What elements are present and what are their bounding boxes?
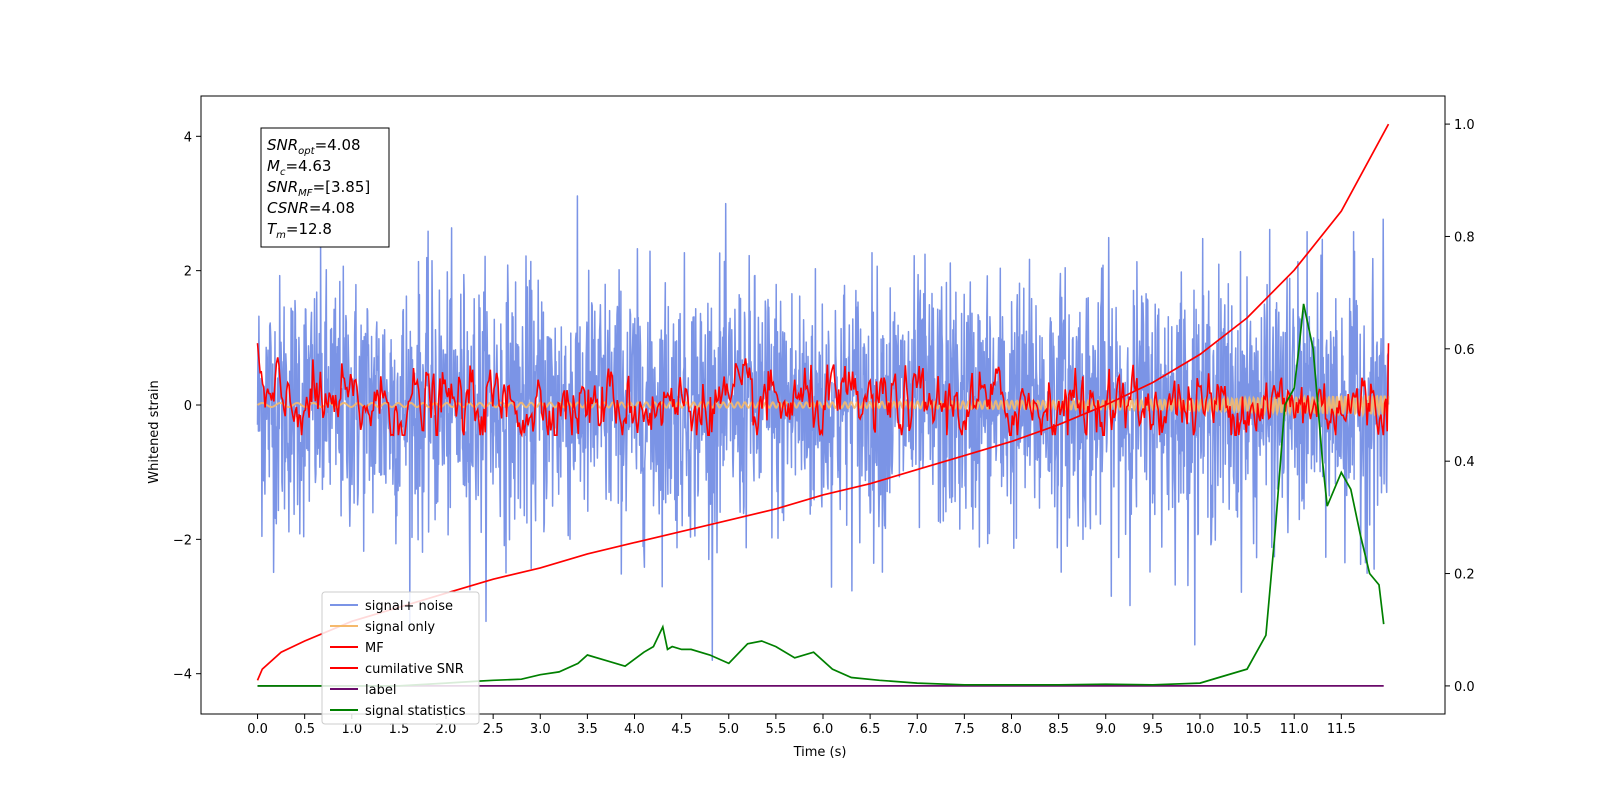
series-mf <box>256 343 1390 438</box>
x-tick-label: 2.0 <box>436 722 457 737</box>
x-axis-label: Time (s) <box>793 745 847 760</box>
stats-line: Mc=4.63 <box>267 157 331 178</box>
y-left-tick-label: −2 <box>173 533 192 548</box>
y-left-tick-label: 0 <box>184 399 192 414</box>
stats-line: CSNR=4.08 <box>267 199 355 217</box>
y-right-tick-label: 0.0 <box>1454 680 1475 695</box>
legend-entry: signal+ noise <box>365 599 453 614</box>
y-right-tick-label: 0.4 <box>1454 455 1475 470</box>
legend-entry: cumilative SNR <box>365 662 464 677</box>
stats-box-frame <box>260 127 390 248</box>
y-axis-label: Whitened strain <box>147 380 162 483</box>
axes: 0.0 0.5 1.0 1.5 2.0 2.5 3.0 3.5 4.0 4.5 5.0 5.5 6.0 6… <box>173 95 1475 737</box>
x-tick-label: 8.5 <box>1048 722 1069 737</box>
x-tick-label: 1.5 <box>389 722 410 737</box>
x-tick-label: 8.0 <box>1001 722 1022 737</box>
x-tick-label: 7.0 <box>907 722 928 737</box>
x-tick-label: 1.0 <box>341 722 362 737</box>
x-tick-label: 3.0 <box>530 722 551 737</box>
legend-frame <box>321 591 480 725</box>
legend: signal+ noise signal only MF cumilative SNR… <box>321 591 480 725</box>
x-tick-label: 9.0 <box>1095 722 1116 737</box>
x-tick-label: 6.5 <box>860 722 881 737</box>
y-left-tick-label: 4 <box>184 130 192 145</box>
x-tick-label: 9.5 <box>1143 722 1164 737</box>
series-signal-statistics <box>257 303 1385 687</box>
x-tick-label: 5.5 <box>766 722 787 737</box>
stats-line: SNRMF=[3.85] <box>267 178 370 199</box>
x-tick-label: 6.0 <box>813 722 834 737</box>
x-tick-label: 11.0 <box>1280 722 1309 737</box>
x-tick-label: 4.0 <box>624 722 645 737</box>
x-tick-label: 3.5 <box>577 722 598 737</box>
stats-line: SNRopt=4.08 <box>267 136 361 157</box>
x-tick-label: 11.5 <box>1327 722 1356 737</box>
y-right-tick-label: 0.2 <box>1454 568 1475 583</box>
x-tick-label: 5.0 <box>718 722 739 737</box>
legend-entry: MF <box>365 641 384 656</box>
x-tick-label: 2.5 <box>483 722 504 737</box>
stats-line: Tm=12.8 <box>267 220 332 241</box>
legend-entry: label <box>365 683 396 698</box>
y-left-tick-label: 2 <box>184 265 192 280</box>
x-tick-label: 0.0 <box>247 722 268 737</box>
x-tick-label: 10.5 <box>1233 722 1262 737</box>
x-tick-label: 4.5 <box>671 722 692 737</box>
legend-entry: signal only <box>365 620 435 635</box>
y-right-tick-label: 0.6 <box>1454 343 1475 358</box>
y-right-tick-label: 0.8 <box>1454 230 1475 245</box>
legend-entry: signal statistics <box>365 704 466 719</box>
x-tick-label: 7.5 <box>954 722 975 737</box>
y-left-tick-label: −4 <box>173 668 192 683</box>
x-tick-label: 0.5 <box>294 722 315 737</box>
x-tick-label: 10.0 <box>1185 722 1214 737</box>
y-right-tick-label: 1.0 <box>1454 118 1475 133</box>
